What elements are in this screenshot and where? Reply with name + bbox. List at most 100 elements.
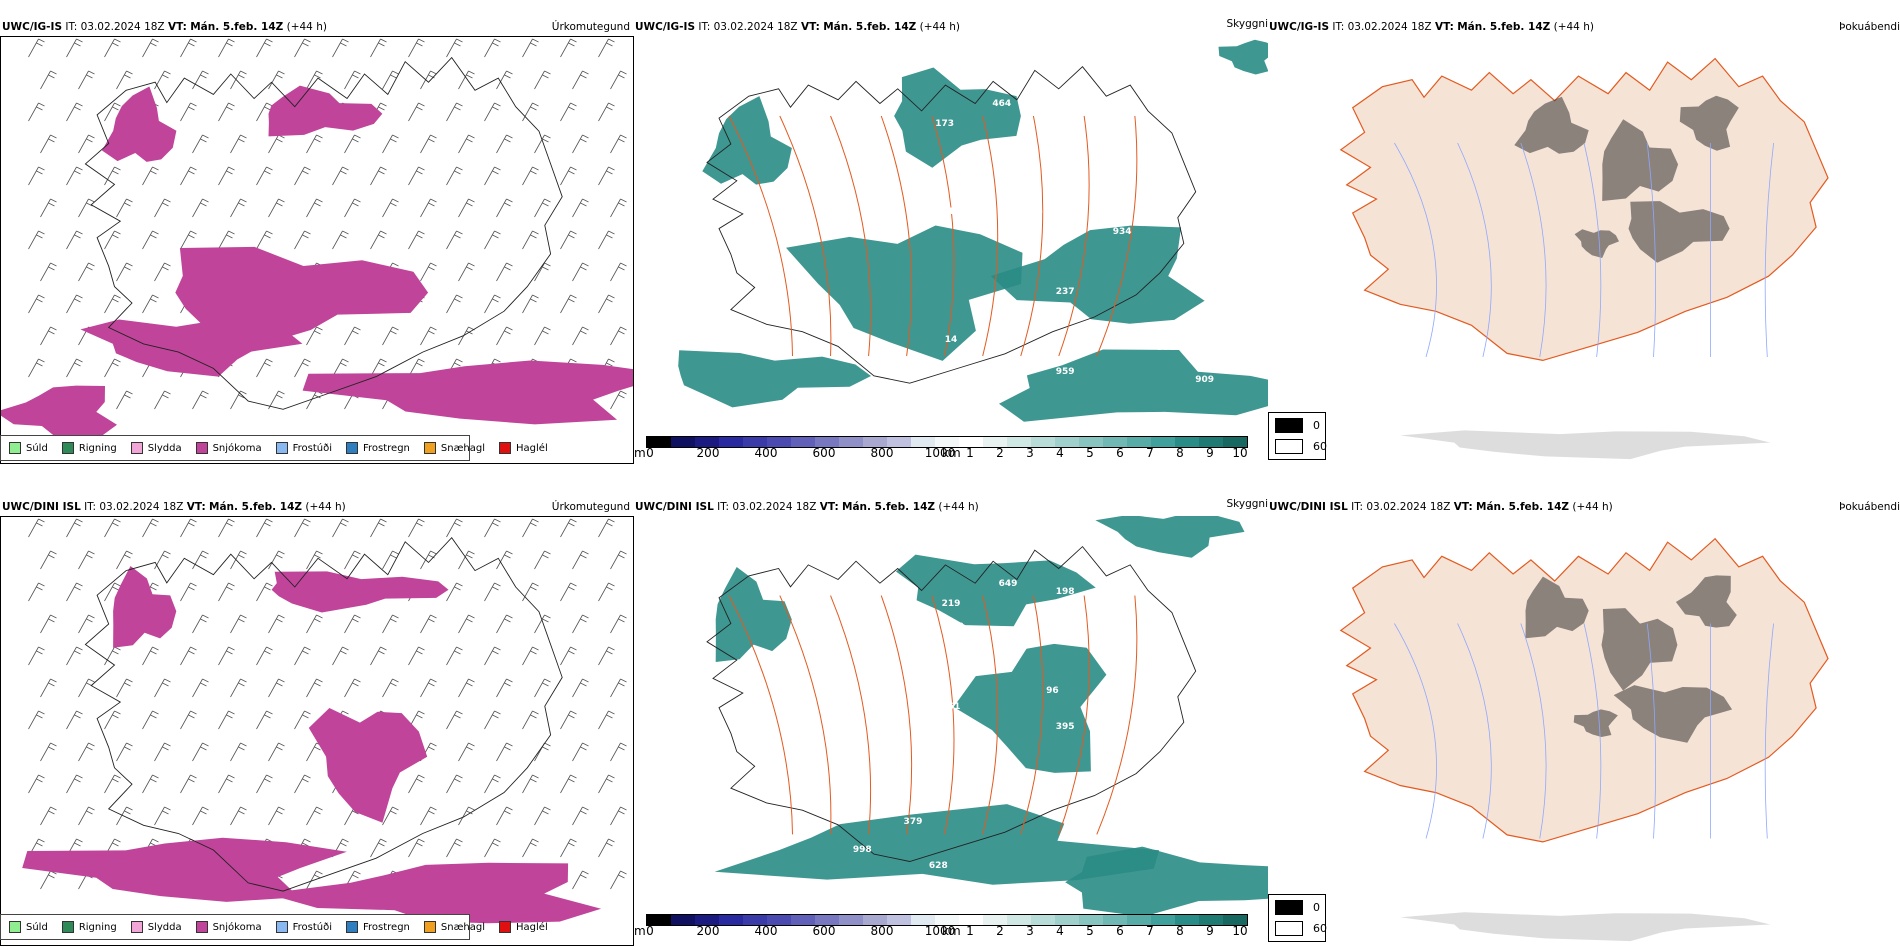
visibility-value-label: 464 <box>966 638 986 649</box>
coastline <box>84 56 563 410</box>
visibility-value-label: 998 <box>852 845 872 856</box>
visibility-value-label: 379 <box>903 817 923 828</box>
legend-swatch <box>423 921 436 933</box>
cloud-cover-legend-bottom: 0 60 <box>1268 894 1327 942</box>
lead-time: (+44 h) <box>286 21 327 33</box>
init-time: 03.02.2024 18Z <box>713 21 798 33</box>
legend-label: Súld <box>26 442 48 454</box>
panel-header: UWC/IG-IS IT: 03.02.2024 18Z VT: Mán. 5.… <box>2 20 327 34</box>
precip-type-panel-bottom: UWC/DINI ISL IT: 03.02.2024 18Z VT: Mán.… <box>0 494 634 946</box>
visibility-value-label: 65 <box>1147 606 1161 617</box>
legend-swatch <box>9 442 21 454</box>
offshore-fog <box>1400 912 1771 942</box>
colorbar-unit-km: km <box>942 446 961 460</box>
legend-label: Haglél <box>516 921 548 933</box>
visibility-field <box>714 516 1268 914</box>
model-name: UWC/IG-IS <box>1269 21 1330 33</box>
legend-swatch <box>275 921 288 933</box>
colorbar-tick-label: 2 <box>996 924 1004 938</box>
lead-time: (+44 h) <box>1572 501 1613 513</box>
legend-item: Súld <box>9 442 48 454</box>
colorbar-cells <box>646 914 1248 926</box>
valid-label: VT: <box>1453 501 1473 513</box>
legend-item: Frostregn <box>346 442 410 454</box>
legend-row: 60 <box>1275 921 1327 936</box>
visibility-value-label: 237 <box>1055 287 1075 297</box>
init-time: 03.02.2024 18Z <box>80 21 165 33</box>
colorbar-tick-label: 8 <box>1176 446 1184 460</box>
legend-item: Rigning <box>61 442 117 454</box>
panel-title: Skyggni <box>1226 18 1269 30</box>
legend-swatch <box>346 442 358 454</box>
precip-type-map <box>0 516 634 946</box>
snow-areas <box>22 566 602 924</box>
visibility-value-label: 464 <box>992 99 1012 109</box>
colorbar-tick-label: 800 <box>870 446 894 460</box>
legend-swatch <box>499 442 512 454</box>
visibility-value-label: 959 <box>1055 367 1075 377</box>
fog-indicator-map <box>1268 516 1900 946</box>
init-time: 03.02.2024 18Z <box>732 501 817 513</box>
visibility-value-label: 249 <box>1043 179 1062 189</box>
colorbar-tick-label: 200 <box>696 446 720 460</box>
legend-item: Rigning <box>61 921 117 933</box>
valid-time: Mán. 5.feb. 14Z <box>1476 501 1570 513</box>
init-label: IT: <box>717 501 730 513</box>
colorbar-tick-label: 2 <box>996 446 1004 460</box>
init-label: IT: <box>698 21 711 33</box>
panel-header: UWC/IG-IS IT: 03.02.2024 18Z VT: Mán. 5.… <box>1269 20 1594 34</box>
lead-time: (+44 h) <box>919 21 960 33</box>
snow-areas <box>1 85 633 438</box>
colorbar-tick-label: 1000 <box>924 446 956 460</box>
colorbar-tick-label: 7 <box>1146 924 1154 938</box>
coastline <box>706 66 1197 384</box>
legend-label: Haglél <box>516 442 548 454</box>
legend-label: Slydda <box>147 442 182 454</box>
colorbar-tick-label: 1 <box>966 924 974 938</box>
panel-title: Þokuábendi <box>1839 501 1900 513</box>
legend-swatch <box>195 921 208 933</box>
legend-swatch <box>61 442 74 454</box>
legend-item: Haglél <box>499 442 548 454</box>
legend-swatch <box>499 921 512 933</box>
colorbar-tick-label: 10 <box>1232 924 1248 938</box>
legend-label: Frostregn <box>363 442 410 454</box>
panel-title: Úrkomutegund <box>551 501 630 513</box>
visibility-value-label: 474 <box>1017 231 1037 241</box>
visibility-value-label: 96 <box>1046 686 1059 697</box>
colorbar-tick-label: 4 <box>1056 446 1064 460</box>
colorbar-unit-m: m <box>634 446 646 460</box>
precip-type-legend: Súld Rigning Slydda Snjókoma Frostúði Frostre… <box>0 914 548 940</box>
colorbar-tick-label: 0 <box>646 924 654 938</box>
colorbar-tick-label: 400 <box>754 446 778 460</box>
colorbar-tick-label: 3 <box>1026 446 1034 460</box>
legend-swatch <box>423 442 436 454</box>
lead-time: (+44 h) <box>1553 21 1594 33</box>
legend-swatch <box>130 442 143 454</box>
legend-label: Frostregn <box>363 921 410 933</box>
fog-shading <box>1514 95 1739 263</box>
valid-label: VT: <box>186 501 206 513</box>
visibility-value-label: 361 <box>941 702 961 713</box>
valid-label: VT: <box>1434 21 1454 33</box>
panel-title: Þokuábendi <box>1839 21 1900 33</box>
colorbar-tick-label: 6 <box>1116 924 1124 938</box>
visibility-map: 173 464 297 180 249 626 474 332 934 237 14 998 962 95… <box>634 36 1268 436</box>
colorbar-tick-label: 8 <box>1176 924 1184 938</box>
rivers <box>1394 623 1774 839</box>
legend-swatch-white <box>1275 439 1303 454</box>
legend-item: Frostúði <box>275 442 332 454</box>
colorbar-tick-label: 5 <box>1086 446 1094 460</box>
lead-time: (+44 h) <box>305 501 346 513</box>
colorbar-tick-label: 400 <box>754 924 778 938</box>
coastline <box>84 536 563 892</box>
colorbar-tick-label: 1000 <box>924 924 956 938</box>
visibility-panel-top: UWC/IG-IS IT: 03.02.2024 18Z VT: Mán. 5.… <box>634 14 1268 464</box>
visibility-value-label: 14 <box>944 335 958 345</box>
cloud-cover-legend-top: 0 60 <box>1268 412 1327 460</box>
coastline <box>706 545 1197 862</box>
panel-header: UWC/IG-IS IT: 03.02.2024 18Z VT: Mán. 5.… <box>635 20 960 34</box>
visibility-value-label: 219 <box>941 598 961 609</box>
visibility-value-label: 649 <box>998 578 1018 589</box>
colorbar-tick-label: 3 <box>1026 924 1034 938</box>
